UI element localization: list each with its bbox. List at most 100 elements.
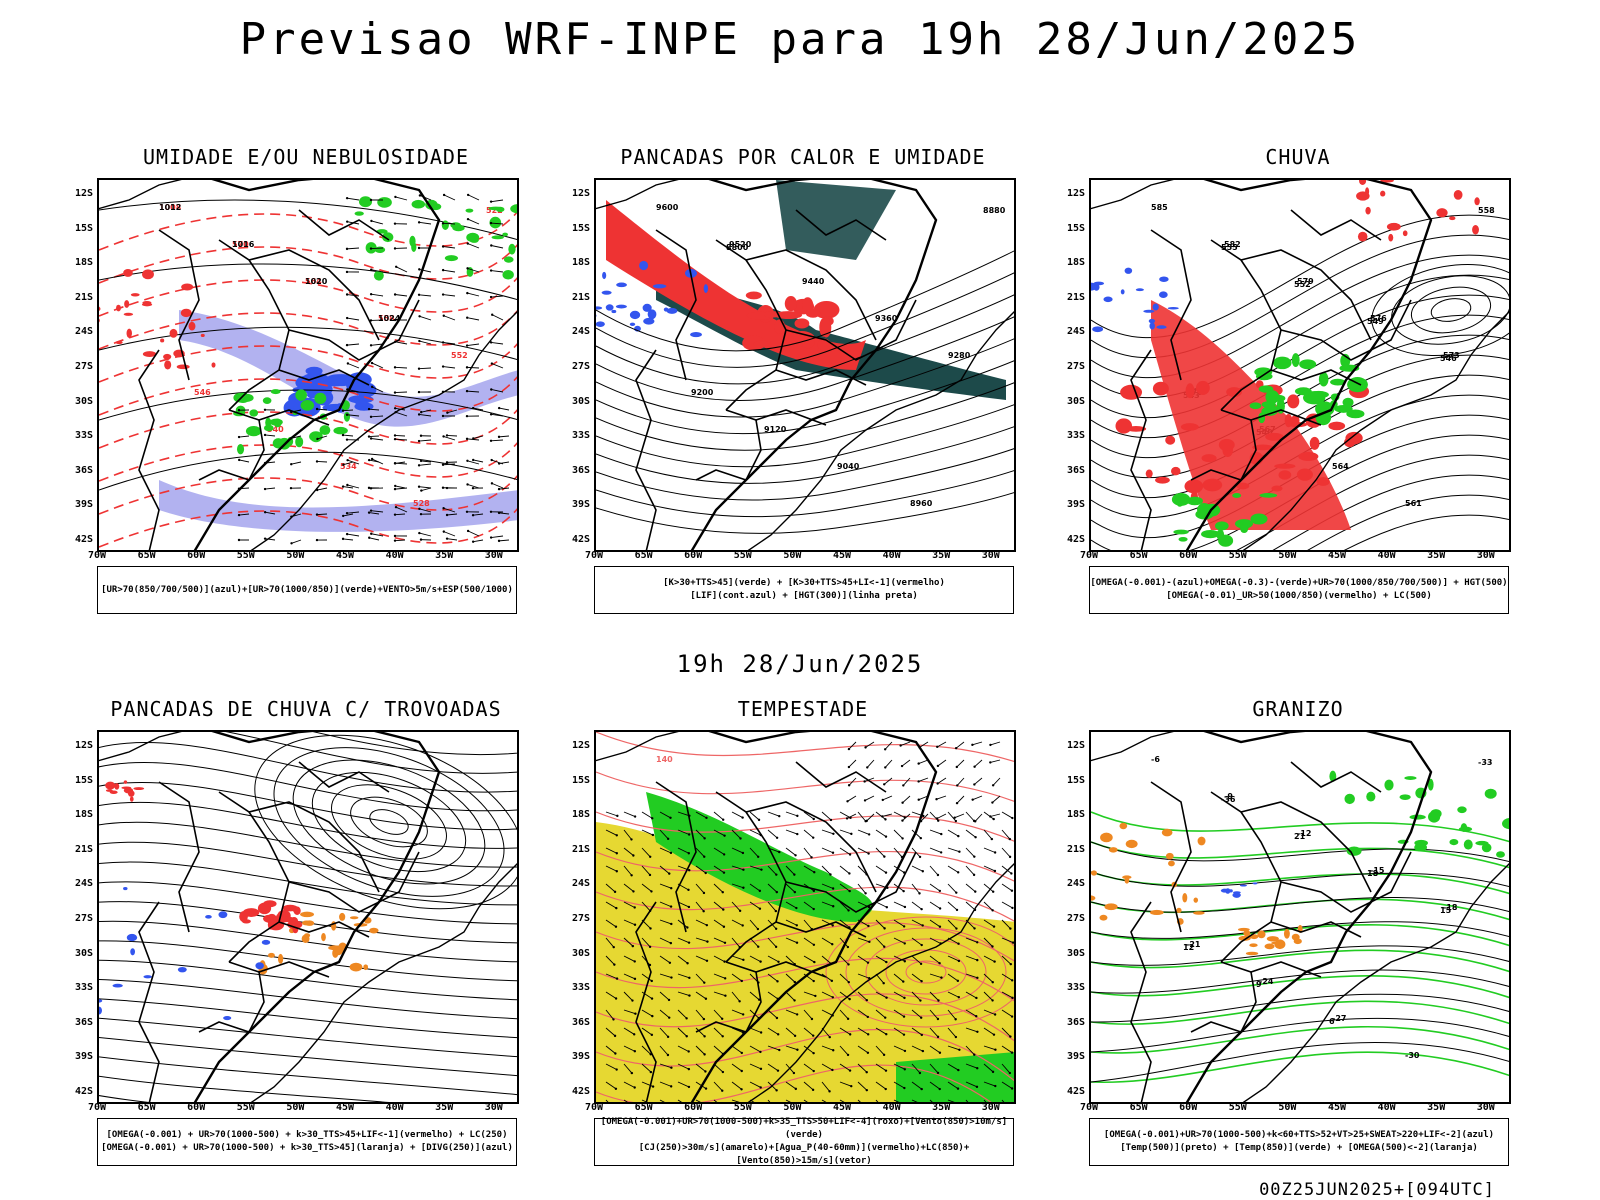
wind-vector-head bbox=[633, 977, 637, 981]
wind-vector bbox=[893, 847, 903, 858]
field-shading bbox=[1091, 282, 1097, 291]
wind-vector bbox=[659, 1081, 672, 1087]
wind-vector-head bbox=[419, 512, 423, 516]
wind-vector bbox=[875, 919, 885, 929]
wind-vector-head bbox=[848, 997, 851, 1001]
wind-vector bbox=[911, 1081, 922, 1090]
wind-vector-head bbox=[795, 906, 798, 910]
wind-vector bbox=[623, 901, 635, 908]
wind-vector bbox=[785, 1099, 791, 1102]
field-shading bbox=[1249, 402, 1262, 410]
wind-vector bbox=[839, 1045, 849, 1056]
wind-vector-head bbox=[740, 1088, 743, 1091]
wind-vector-head bbox=[866, 766, 869, 769]
streamline bbox=[99, 1017, 517, 1058]
wind-vector bbox=[919, 741, 929, 748]
wind-vector bbox=[839, 1027, 851, 1035]
field-shading bbox=[629, 322, 636, 326]
wind-vector bbox=[911, 937, 922, 946]
wind-vector-head bbox=[393, 462, 397, 465]
state-border bbox=[288, 851, 420, 913]
state-border bbox=[635, 901, 657, 1102]
lon-tick-label: 55W bbox=[236, 550, 255, 561]
wind-vector-head bbox=[346, 458, 349, 462]
field-shading bbox=[1243, 930, 1251, 937]
wind-vector-head bbox=[370, 457, 374, 461]
contour-label: -33 bbox=[1478, 758, 1492, 767]
lat-tick-label: 36S bbox=[74, 1016, 93, 1028]
wind-vector bbox=[821, 1063, 833, 1071]
lat-tick-label: 18S bbox=[571, 257, 590, 269]
field-shading bbox=[602, 271, 607, 280]
field-shading bbox=[1287, 394, 1300, 409]
wind-vector bbox=[731, 1045, 743, 1054]
wind-vector-head bbox=[465, 437, 469, 441]
wind-vector-head bbox=[902, 925, 906, 928]
wind-vector bbox=[347, 317, 360, 321]
field-shading bbox=[1261, 406, 1278, 416]
legend-line: [OMEGA(-0.001)-(azul)+OMEGA(-0.3)-(verde… bbox=[1090, 578, 1508, 588]
wind-vector bbox=[911, 955, 922, 965]
field-shading bbox=[142, 351, 157, 357]
field-shading bbox=[1093, 281, 1105, 286]
wind-vector-head bbox=[775, 873, 778, 876]
wind-vector bbox=[395, 506, 408, 513]
wind-vector bbox=[767, 955, 779, 963]
field-shading bbox=[382, 232, 394, 243]
wind-vector bbox=[713, 1099, 718, 1102]
wind-vector bbox=[965, 991, 977, 999]
wind-vector-head bbox=[490, 244, 493, 247]
wind-vector bbox=[911, 991, 921, 1001]
wind-vector-head bbox=[775, 890, 779, 894]
field-shading bbox=[129, 796, 134, 802]
wind-vector bbox=[902, 777, 911, 786]
wind-vector-head bbox=[1010, 1051, 1014, 1054]
wind-vector-head bbox=[466, 267, 469, 270]
wind-vector-head bbox=[687, 1050, 690, 1053]
wind-vector bbox=[395, 461, 406, 464]
wind-vector-head bbox=[920, 1087, 923, 1091]
wind-vector-head bbox=[759, 960, 762, 963]
wind-vector bbox=[947, 847, 960, 853]
field-shading bbox=[373, 270, 384, 281]
lat-tick-label: 12S bbox=[571, 740, 590, 751]
wind-vector-head bbox=[917, 798, 920, 801]
wind-vector-head bbox=[704, 1087, 708, 1090]
wind-vector bbox=[866, 813, 875, 822]
wind-vector bbox=[785, 955, 796, 965]
wind-vector bbox=[821, 991, 833, 998]
wind-vector-head bbox=[976, 976, 979, 980]
wind-vector-head bbox=[393, 391, 397, 394]
streamline bbox=[99, 742, 517, 793]
wind-vector-head bbox=[633, 1033, 636, 1036]
field-shading bbox=[1214, 521, 1229, 531]
circulation-contour bbox=[273, 747, 505, 897]
wind-vector bbox=[605, 847, 617, 854]
wind-vector bbox=[767, 1009, 778, 1019]
field-shading bbox=[643, 317, 655, 325]
wind-vector-head bbox=[847, 980, 850, 984]
field-shading bbox=[489, 216, 502, 229]
wind-vector bbox=[857, 811, 867, 822]
wind-vector bbox=[713, 1009, 723, 1020]
wind-vector bbox=[291, 539, 302, 544]
wind-vector-head bbox=[687, 905, 691, 909]
field-shading bbox=[1271, 485, 1283, 492]
wind-vector-head bbox=[263, 537, 267, 540]
panel-legend: [UR>70(850/700/500)](azul)+[UR>70(1000/8… bbox=[97, 566, 517, 614]
wind-vector-head bbox=[1009, 927, 1012, 930]
lon-tick-label: 60W bbox=[684, 1102, 703, 1113]
wind-vector bbox=[803, 829, 814, 839]
wind-vector-head bbox=[828, 1090, 831, 1093]
contour-line bbox=[596, 771, 1014, 802]
lon-tick-label: 55W bbox=[733, 550, 752, 561]
wind-vector bbox=[659, 865, 670, 874]
wind-vector bbox=[803, 1045, 814, 1054]
wind-vector bbox=[785, 883, 796, 893]
wind-vector bbox=[343, 461, 354, 466]
wind-vector bbox=[947, 991, 959, 998]
panel-title: PANCADAS POR CALOR E UMIDADE bbox=[620, 145, 986, 169]
field-shading bbox=[311, 436, 321, 443]
contour-line bbox=[596, 886, 1014, 922]
wind-vector bbox=[821, 901, 834, 907]
